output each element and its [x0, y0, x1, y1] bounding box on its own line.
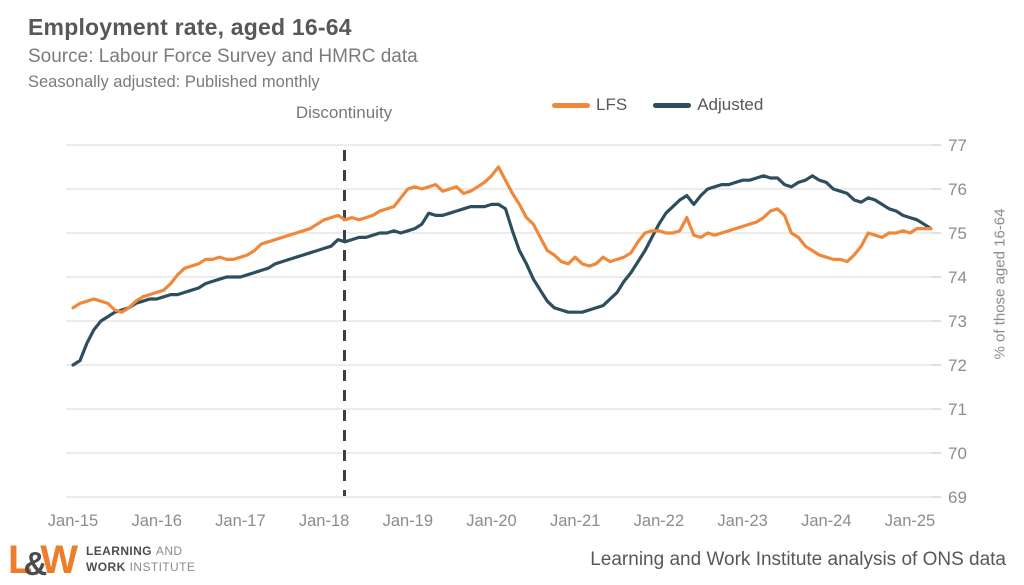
- y-tick-label-72: 72: [948, 356, 967, 375]
- chart-legend: LFS Adjusted: [552, 95, 763, 115]
- page-title: Employment rate, aged 16-64: [28, 14, 352, 40]
- x-tick-label-Jan-22: Jan-22: [634, 512, 684, 530]
- lfs-line-swatch: [552, 102, 590, 108]
- x-tick-label-Jan-16: Jan-16: [131, 512, 181, 530]
- y-tick-label-74: 74: [948, 268, 967, 287]
- y-tick-label-77: 77: [948, 136, 967, 155]
- x-tick-label-Jan-20: Jan-20: [466, 512, 516, 530]
- legend-item-adjusted: Adjusted: [653, 95, 763, 115]
- y-tick-label-69: 69: [948, 488, 967, 507]
- logo-ampersand: &: [23, 544, 48, 582]
- y-tick-label-70: 70: [948, 444, 967, 463]
- x-tick-label-Jan-21: Jan-21: [550, 512, 600, 530]
- legend-item-lfs: LFS: [552, 95, 627, 115]
- lw-institute-logo: L & W LEARNING AND WORK INSTITUTE: [8, 540, 195, 580]
- x-tick-label-Jan-25: Jan-25: [885, 512, 935, 530]
- attribution-text: Learning and Work Institute analysis of …: [590, 549, 1006, 570]
- logo-wordmark: LEARNING AND WORK INSTITUTE: [86, 544, 195, 575]
- legend-label-lfs: LFS: [596, 95, 628, 114]
- logo-letter-l: L: [8, 538, 32, 582]
- y-tick-label-73: 73: [948, 312, 967, 331]
- y-tick-label-71: 71: [948, 400, 967, 419]
- lw-logo-mark: L & W: [8, 538, 78, 582]
- y-tick-label-76: 76: [948, 180, 967, 199]
- y-axis-title: % of those aged 16-64: [991, 208, 1009, 360]
- logo-wordmark-line1: LEARNING AND: [86, 544, 183, 559]
- frequency-subtitle: Seasonally adjusted: Published monthly: [28, 73, 320, 91]
- discontinuity-label: Discontinuity: [295, 103, 393, 122]
- x-tick-label-Jan-15: Jan-15: [48, 512, 98, 530]
- x-tick-label-Jan-23: Jan-23: [717, 512, 767, 530]
- source-subtitle: Source: Labour Force Survey and HMRC dat…: [28, 46, 418, 67]
- logo-letter-w: W: [40, 538, 78, 582]
- y-tick-label-75: 75: [948, 224, 967, 243]
- chart-header: Employment rate, aged 16-64 Source: Labo…: [28, 14, 418, 92]
- lfs-line: [71, 165, 933, 314]
- x-tick-label-Jan-18: Jan-18: [299, 512, 349, 530]
- adjusted-line: [71, 174, 933, 367]
- adjusted-line-swatch: [653, 102, 692, 108]
- x-tick-label-Jan-17: Jan-17: [215, 512, 265, 530]
- x-tick-label-Jan-24: Jan-24: [801, 512, 851, 530]
- logo-wordmark-line2: WORK INSTITUTE: [86, 560, 196, 574]
- legend-label-adjusted: Adjusted: [697, 95, 764, 114]
- x-tick-label-Jan-19: Jan-19: [383, 512, 433, 530]
